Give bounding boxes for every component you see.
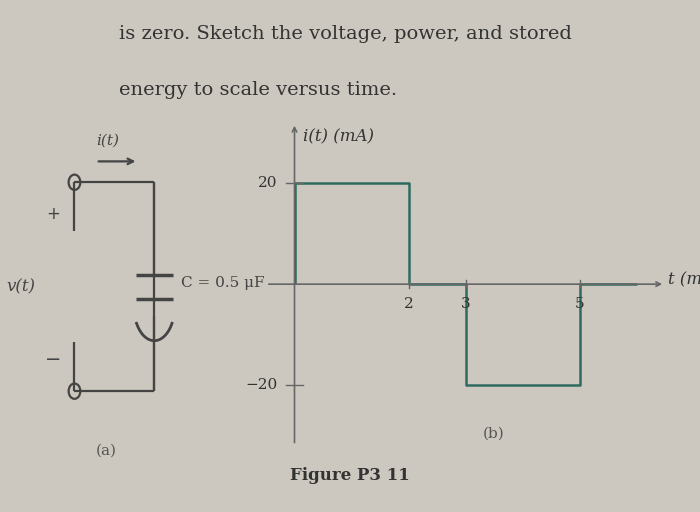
- Text: v(t): v(t): [7, 278, 36, 295]
- Text: C = 0.5 μF: C = 0.5 μF: [181, 276, 265, 290]
- Text: is zero. Sketch the voltage, power, and stored: is zero. Sketch the voltage, power, and …: [119, 25, 572, 43]
- Text: +: +: [46, 205, 60, 223]
- Text: i(t) (mA): i(t) (mA): [303, 128, 374, 145]
- Text: energy to scale versus time.: energy to scale versus time.: [119, 81, 397, 99]
- Text: 20: 20: [258, 176, 277, 190]
- Text: t (ms): t (ms): [668, 272, 700, 289]
- Text: −: −: [45, 350, 62, 369]
- Text: −20: −20: [245, 378, 277, 392]
- Text: i(t): i(t): [96, 134, 119, 147]
- Text: Figure P3 11: Figure P3 11: [290, 466, 410, 484]
- Text: 2: 2: [404, 297, 414, 311]
- Text: (b): (b): [483, 426, 505, 440]
- Text: 3: 3: [461, 297, 470, 311]
- Text: 5: 5: [575, 297, 584, 311]
- Text: (a): (a): [96, 443, 117, 457]
